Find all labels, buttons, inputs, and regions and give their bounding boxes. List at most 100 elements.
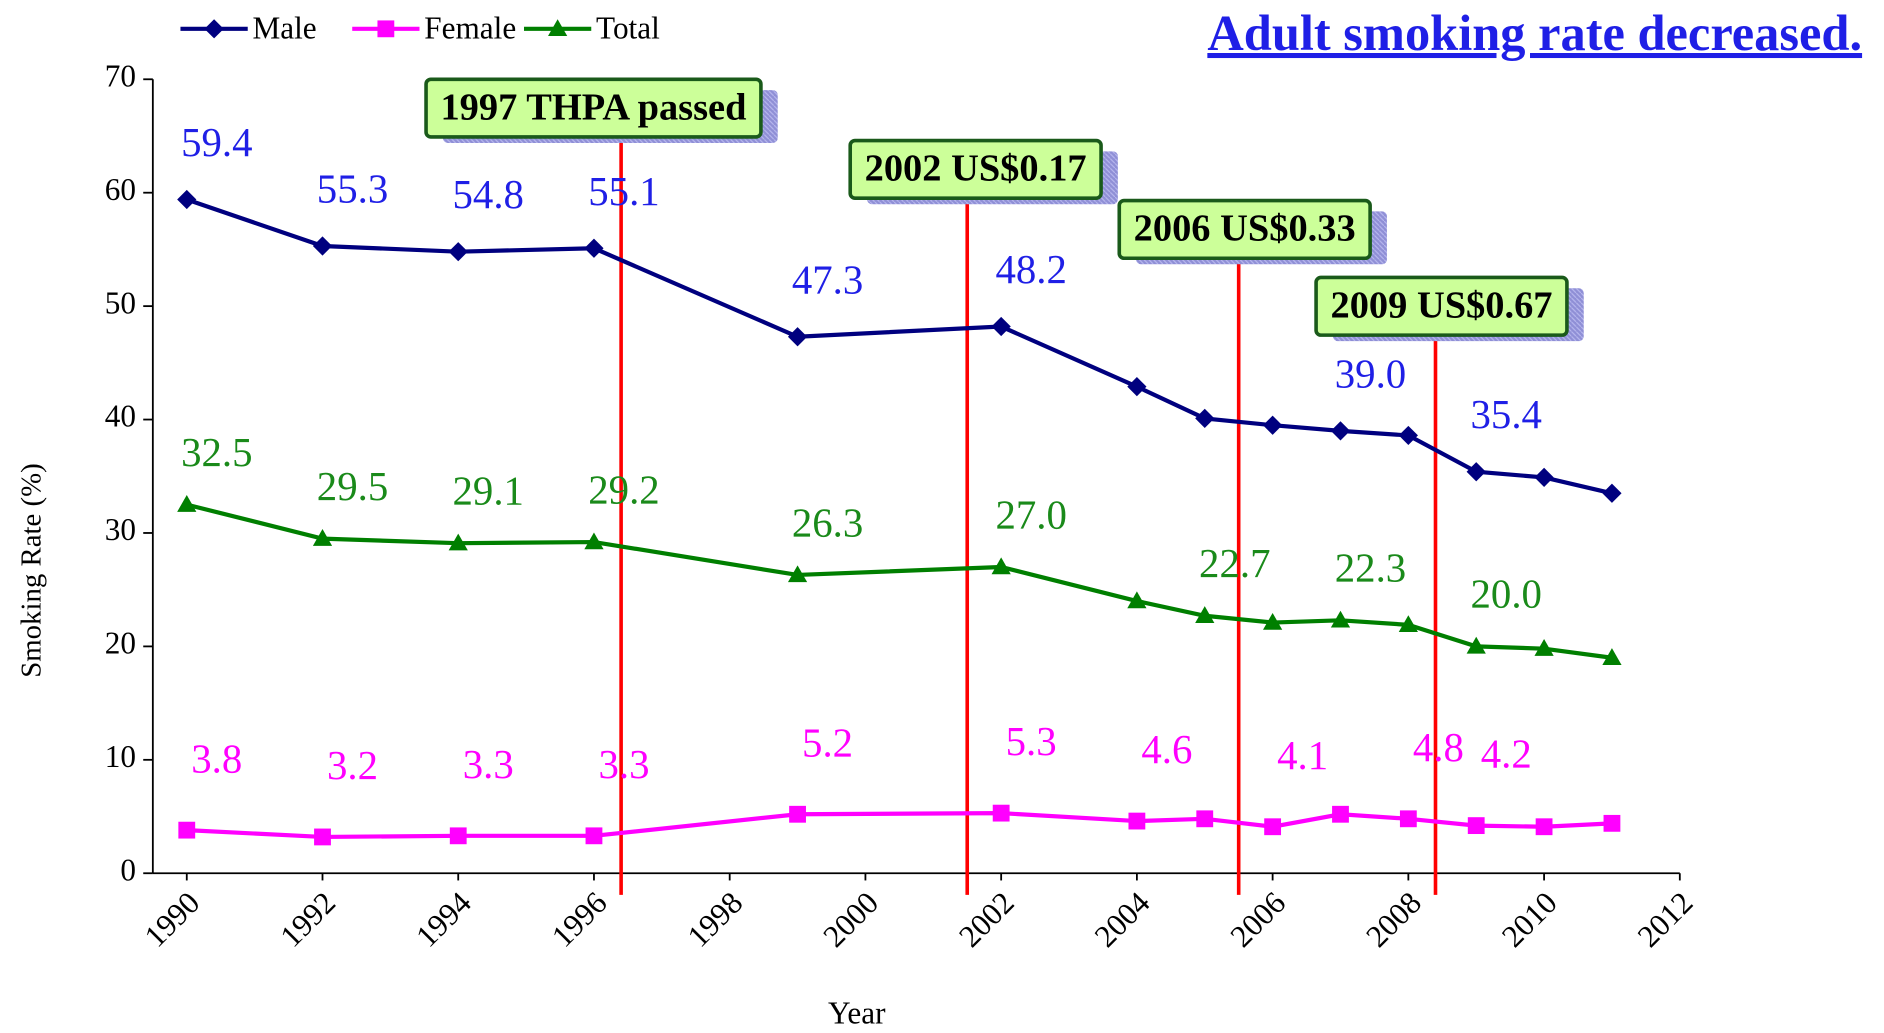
legend-marker (548, 19, 568, 37)
legend-marker (204, 19, 224, 39)
line (186, 811, 1613, 840)
y-axis-label: Smoking Rate (%) (16, 463, 48, 677)
x-tick-label: 2002 (952, 885, 1021, 954)
data-label: 47.3 (792, 257, 863, 302)
legend-label: Male (253, 10, 317, 45)
data-label: 29.2 (588, 467, 659, 512)
marker (1195, 408, 1215, 429)
x-tick-label: 1992 (273, 885, 342, 954)
y-tick-label: 70 (105, 58, 136, 93)
marker (1263, 612, 1283, 630)
y-tick-label: 60 (105, 172, 136, 207)
line (186, 197, 1613, 496)
annotation: 2002 US$0.17 (848, 138, 1118, 205)
marker (312, 236, 333, 256)
x-tick-label: 2006 (1223, 885, 1292, 954)
data-label: 3.3 (598, 742, 649, 787)
marker (448, 242, 468, 262)
marker (1466, 462, 1486, 482)
legend-label: Female (424, 10, 516, 45)
marker (1535, 818, 1553, 836)
data-label: 26.3 (792, 500, 863, 545)
data-label: 59.4 (181, 120, 252, 165)
x-tick-label: 1990 (138, 885, 207, 954)
marker (584, 238, 604, 258)
annotation: 2009 US$0.67 (1314, 275, 1584, 342)
data-label: 48.2 (995, 247, 1066, 292)
marker (1602, 648, 1622, 665)
marker (1534, 639, 1554, 656)
x-tick-label: 2012 (1631, 885, 1700, 954)
data-label: 3.8 (191, 736, 242, 781)
data-label: 29.1 (453, 469, 524, 514)
marker (178, 821, 196, 839)
x-tick-label: 1998 (680, 885, 749, 954)
chart-title: Adult smoking rate decreased. (1207, 5, 1862, 61)
marker (1603, 814, 1621, 832)
annotation-text: 2009 US$0.67 (1330, 285, 1552, 327)
annotation-box (1314, 275, 1569, 337)
annotation: 1997 THPA passed (424, 77, 778, 143)
legend-marker (377, 20, 395, 38)
annotation-box (848, 138, 1103, 200)
x-tick-label: 2008 (1359, 885, 1428, 954)
marker (1263, 415, 1283, 435)
marker (1196, 810, 1214, 828)
marker (312, 529, 333, 546)
marker (1398, 615, 1418, 633)
annotation-box (424, 77, 763, 139)
marker (789, 805, 806, 823)
y-tick-label: 30 (105, 512, 136, 547)
marker (1330, 421, 1351, 441)
marker (1399, 810, 1417, 828)
data-label: 29.5 (317, 464, 388, 509)
y-tick-label: 20 (105, 626, 136, 661)
data-label: 55.1 (588, 169, 659, 214)
data-label: 32.5 (181, 430, 252, 475)
marker (991, 316, 1011, 337)
marker (1466, 636, 1486, 654)
data-label: 3.3 (463, 742, 514, 787)
marker (314, 828, 331, 846)
x-tick-label: 1996 (545, 885, 614, 954)
marker (1534, 467, 1554, 488)
data-label: 22.3 (1335, 546, 1406, 591)
marker (1332, 805, 1349, 823)
legend-label: Total (596, 10, 660, 45)
data-label: 4.8 (1413, 725, 1464, 770)
marker (177, 495, 197, 512)
annotation: 2006 US$0.33 (1117, 198, 1387, 265)
x-tick-label: 2004 (1088, 885, 1157, 954)
marker (585, 827, 603, 845)
annotation-text: 2006 US$0.33 (1134, 208, 1356, 250)
marker (1330, 610, 1351, 628)
x-tick-label: 1994 (409, 885, 478, 954)
data-label: 35.4 (1471, 392, 1542, 437)
marker (449, 827, 467, 845)
marker (1398, 425, 1418, 446)
marker (177, 189, 197, 210)
marker (1264, 818, 1282, 836)
marker (584, 532, 604, 550)
x-axis-label: Year (828, 995, 886, 1030)
x-tick-label: 2010 (1495, 885, 1564, 954)
data-label: 4.1 (1277, 733, 1328, 778)
annotation-text: 1997 THPA passed (440, 86, 746, 128)
annotation-text: 2002 US$0.17 (865, 148, 1087, 190)
data-label: 20.0 (1471, 572, 1542, 617)
data-label: 54.8 (453, 172, 524, 217)
marker (448, 533, 468, 551)
marker (1195, 606, 1215, 623)
data-label: 5.3 (1006, 719, 1057, 764)
marker (1127, 377, 1147, 397)
data-label: 27.0 (995, 492, 1066, 537)
data-label: 22.7 (1199, 541, 1270, 586)
x-tick-label: 2000 (816, 885, 885, 954)
line (186, 502, 1613, 660)
data-label: 55.3 (317, 167, 388, 212)
data-label: 4.2 (1481, 732, 1532, 777)
data-label: 4.6 (1141, 727, 1192, 772)
y-tick-label: 0 (120, 852, 136, 887)
data-label: 39.0 (1335, 351, 1406, 396)
